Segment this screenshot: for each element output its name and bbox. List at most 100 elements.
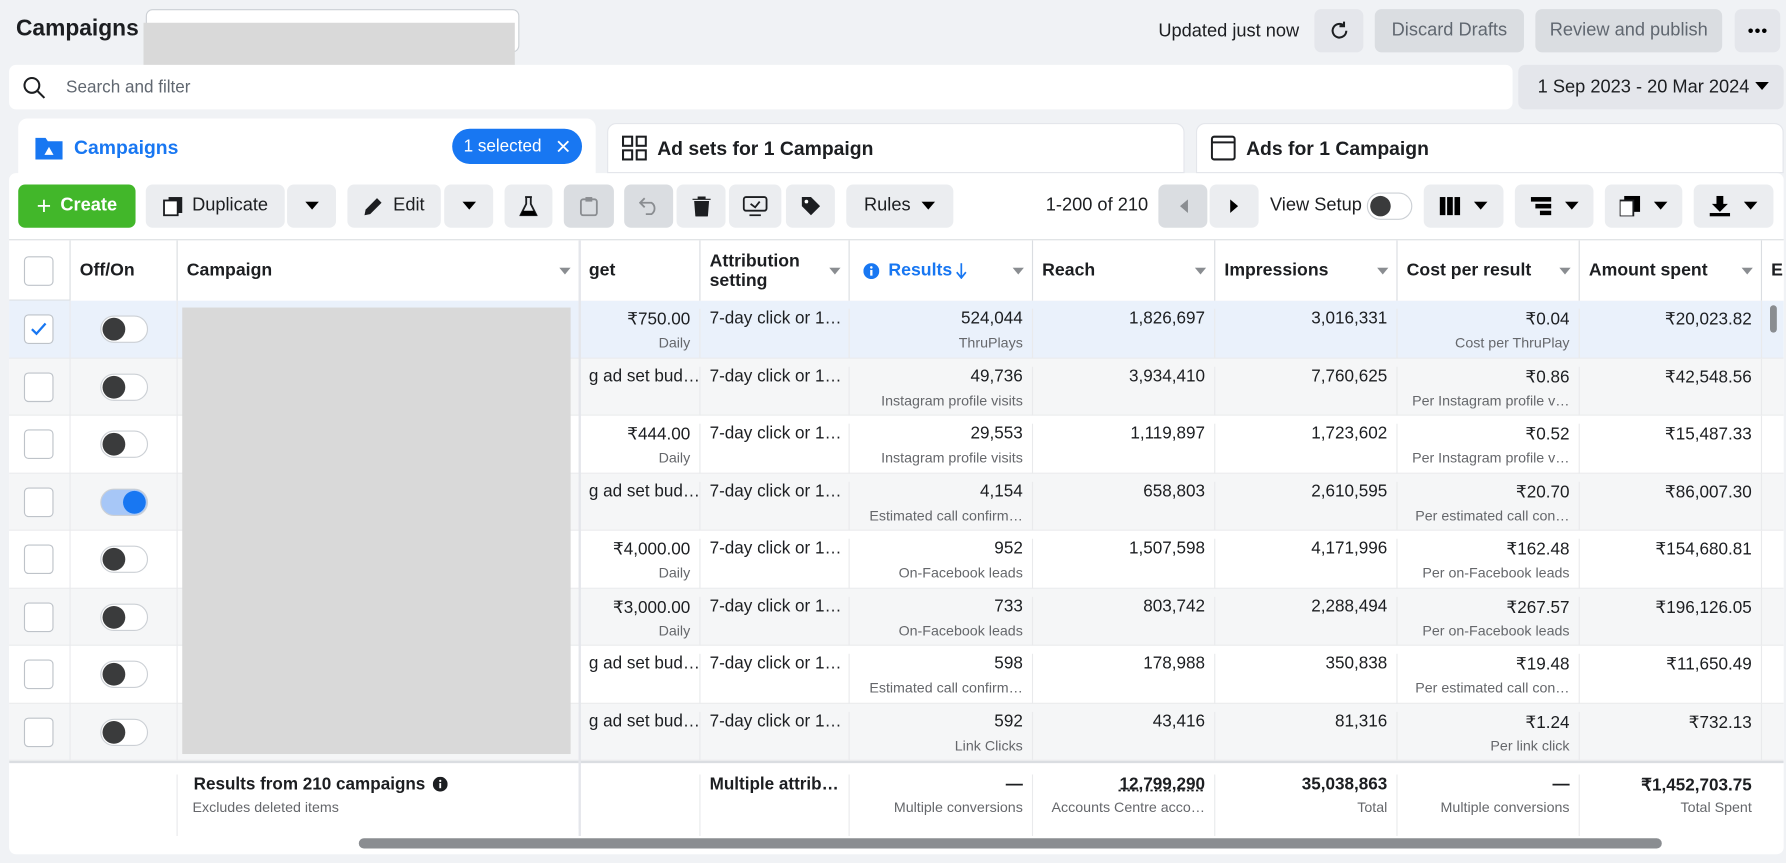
cell-results_label: On-Facebook leads (849, 565, 1032, 581)
cell-edge (1761, 473, 1784, 531)
toggle-knob (103, 720, 126, 743)
scrollbar[interactable] (359, 838, 1662, 848)
publish-button[interactable]: Review and publish (1535, 9, 1722, 52)
edit-button[interactable]: Edit (347, 185, 440, 228)
toggle-knob (103, 375, 126, 398)
cell-cost_label: Per link click (1396, 738, 1578, 754)
tab[interactable]: Ads for 1 Campaign (1196, 123, 1784, 173)
cell-attribution: 7-day click or 1… (699, 596, 848, 646)
cell-edge (1761, 588, 1784, 646)
create-label: Create (60, 196, 117, 217)
cell-reach: 658,803 (1032, 481, 1214, 531)
column-divider (69, 301, 70, 761)
cell-budget: g ad set bud… (579, 481, 700, 531)
footer-reach_label: Accounts Centre acco… (1032, 800, 1214, 816)
column-header: Cost per result (1396, 240, 1578, 300)
footer-cell (579, 761, 700, 829)
row-checkbox[interactable] (24, 717, 54, 747)
cell-results_label: ThruPlays (849, 335, 1032, 351)
cell-impressions: 2,610,595 (1214, 481, 1396, 531)
cell-results_label: On-Facebook leads (849, 622, 1032, 638)
data-table: Off/OnCampaigngetAttribution settingResu… (9, 239, 1784, 836)
cell-cost_label: Cost per ThruPlay (1396, 335, 1578, 351)
clipboard-button[interactable] (564, 185, 614, 228)
column-title: Attribution setting (710, 251, 840, 290)
more-button[interactable] (1735, 9, 1781, 52)
undo-button[interactable] (624, 185, 673, 228)
cell-spent: ₹11,650.49 (1579, 654, 1761, 704)
next-page[interactable] (1210, 185, 1259, 228)
toggle[interactable] (100, 316, 148, 343)
reports-button[interactable] (1605, 185, 1682, 228)
cell-results_label: Instagram profile visits (849, 392, 1032, 408)
frozen-divider (579, 240, 581, 836)
status: Updated just now (1158, 22, 1299, 43)
rules-button[interactable]: Rules (846, 185, 953, 228)
cell-attribution: 7-day click or 1… (699, 654, 848, 704)
row-checkbox[interactable] (24, 487, 54, 517)
toggle-knob (103, 433, 126, 456)
row-checkbox[interactable] (24, 602, 54, 632)
row-checkbox[interactable] (24, 429, 54, 459)
cell-edge (1761, 703, 1784, 761)
selection-badge[interactable]: 1 selected (452, 129, 582, 164)
cell-attribution: 7-day click or 1… (699, 539, 848, 589)
tab-label: Ad sets for 1 Campaign (657, 138, 873, 161)
dropdown-button[interactable] (444, 185, 493, 228)
cell-edge (1761, 646, 1784, 704)
column-title: Reach (1042, 261, 1095, 280)
v-scrollbar (1770, 305, 1777, 332)
row-checkbox[interactable] (24, 544, 54, 574)
toggle[interactable] (100, 718, 148, 745)
footer-results_label: Multiple conversions (849, 800, 1032, 816)
row-checkbox[interactable] (24, 659, 54, 689)
create-button[interactable]: +Create (18, 185, 135, 228)
edit-label: Edit (393, 196, 424, 217)
duplicate-button[interactable]: Duplicate (146, 185, 285, 228)
toggle[interactable] (100, 661, 148, 688)
toggle[interactable] (100, 603, 148, 630)
search-bar[interactable]: Search and filter (9, 65, 1512, 109)
column-header: Campaign (177, 240, 579, 300)
cell-spent: ₹86,007.30 (1579, 481, 1761, 531)
dropdown-button[interactable] (287, 185, 336, 228)
tab-active[interactable]: Campaigns 1 selected (18, 118, 595, 177)
column-header: Attribution setting (699, 240, 848, 300)
cell-impressions: 1,723,602 (1214, 424, 1396, 474)
toggle[interactable] (100, 373, 148, 400)
row-checkbox[interactable] (24, 372, 54, 402)
search-placeholder: Search and filter (66, 77, 190, 96)
column-title: Impressions (1224, 261, 1328, 280)
toggle[interactable] (100, 488, 148, 515)
breakdown-button[interactable] (1515, 185, 1594, 228)
footer-attribution: Multiple attrib… (699, 775, 848, 837)
view-setup-toggle[interactable] (1367, 192, 1413, 219)
prev-page[interactable] (1158, 185, 1207, 228)
column-divider (177, 301, 178, 761)
cell-impressions: 7,760,625 (1214, 366, 1396, 416)
cell-budget_sub: Daily (579, 565, 700, 581)
cell-reach: 1,826,697 (1032, 309, 1214, 359)
delete-button[interactable] (677, 185, 726, 228)
row-checkbox[interactable] (24, 314, 54, 344)
date-picker[interactable]: 1 Sep 2023 - 20 Mar 2024 (1518, 65, 1783, 109)
cell-attribution: 7-day click or 1… (699, 424, 848, 474)
export-button[interactable] (1694, 185, 1774, 228)
toggle-knob (103, 605, 126, 628)
columns-button[interactable] (1424, 185, 1504, 228)
refresh-button[interactable] (1314, 9, 1363, 52)
column-title: Off/On (80, 261, 135, 280)
cell-reach: 1,507,598 (1032, 539, 1214, 589)
tag-button[interactable] (786, 185, 835, 228)
discard-button[interactable]: Discard Drafts (1375, 9, 1524, 52)
cell-spent: ₹196,126.05 (1579, 596, 1761, 646)
toggle[interactable] (100, 546, 148, 573)
tab[interactable]: Ad sets for 1 Campaign (607, 123, 1184, 173)
toggle[interactable] (100, 431, 148, 458)
test-button[interactable] (505, 185, 553, 228)
column-title: Campaign (187, 261, 272, 280)
column-title: E (1771, 261, 1783, 280)
cell-reach: 178,988 (1032, 654, 1214, 704)
compare-button[interactable] (729, 185, 781, 228)
